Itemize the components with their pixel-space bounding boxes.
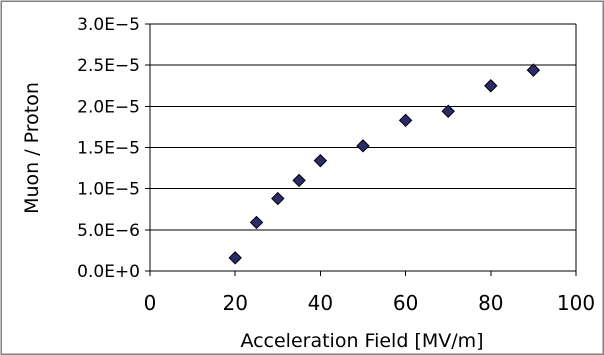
y-tick-label: 3.0E−5 [77,15,140,35]
data-point [292,173,306,188]
data-point [356,139,370,153]
data-point [398,113,413,128]
y-tick-label: 1.0E−5 [77,180,140,200]
x-tick-label: 20 [222,291,247,315]
y-tick-label: 5.0E−6 [77,221,140,241]
data-point [526,63,541,77]
data-point [484,79,498,93]
data-point [271,191,285,206]
x-tick-label: 40 [308,291,333,315]
x-tick-label: 60 [393,291,418,315]
x-tick-label: 100 [557,291,595,315]
x-axis-title: Acceleration Field [MV/m] [240,330,483,352]
y-tick-label: 1.5E−5 [77,139,140,159]
y-tick-labels: 0.0E+0 5.0E−6 1.0E−5 1.5E−5 2.0E−5 2.5E−5 3.0E… [77,15,140,282]
data-points [228,63,541,265]
data-point [249,215,264,230]
gridlines [150,23,576,231]
data-point [313,153,328,168]
y-axis-title: Muon / Proton [21,82,43,214]
axes [145,23,577,276]
x-tick-labels: 0 20 40 60 80 100 [144,291,595,315]
data-point [441,104,455,118]
data-point [228,251,242,265]
y-tick-label: 2.5E−5 [77,56,140,76]
y-tick-label: 0.0E+0 [77,262,140,282]
y-tick-label: 2.0E−5 [77,97,140,117]
x-tick-label: 80 [478,291,503,315]
x-tick-label: 0 [144,291,157,315]
